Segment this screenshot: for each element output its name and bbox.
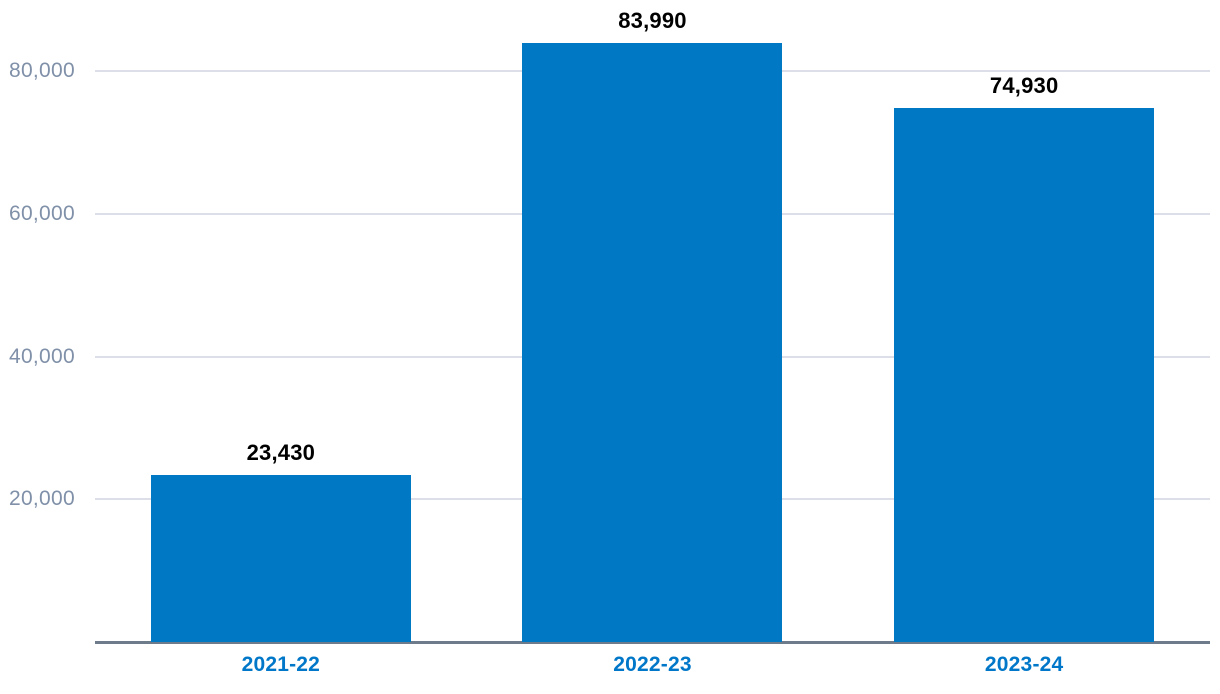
- bar-value-label: 23,430: [246, 439, 316, 465]
- x-axis-label-2022-23: 2022-23: [613, 653, 692, 676]
- y-tick-label: 40,000: [8, 344, 75, 368]
- bar-2021-22: [150, 474, 411, 642]
- y-axis: 20,000 40,000 60,000 80,000: [0, 0, 85, 642]
- x-axis-line: [95, 641, 1210, 644]
- bar-slot: 23,430: [95, 0, 467, 642]
- x-axis-label-2023-24: 2023-24: [984, 653, 1064, 676]
- x-axis-label-2021-22: 2021-22: [241, 653, 321, 676]
- y-tick-label: 20,000: [8, 487, 75, 511]
- bar-slot: 83,990: [467, 0, 839, 642]
- bar-slot: 74,930: [838, 0, 1210, 642]
- y-tick-label: 80,000: [8, 59, 75, 83]
- plot-area: 23,430 83,990 74,930: [95, 0, 1210, 644]
- bar-2023-24: [894, 107, 1155, 642]
- y-tick-label: 60,000: [8, 202, 75, 225]
- bar-value-label: 74,930: [989, 72, 1059, 98]
- bar-value-label: 83,990: [618, 7, 687, 33]
- bar-2022-23: [522, 42, 783, 642]
- x-axis-labels: 2021-22 2022-23 2023-24: [95, 653, 1210, 683]
